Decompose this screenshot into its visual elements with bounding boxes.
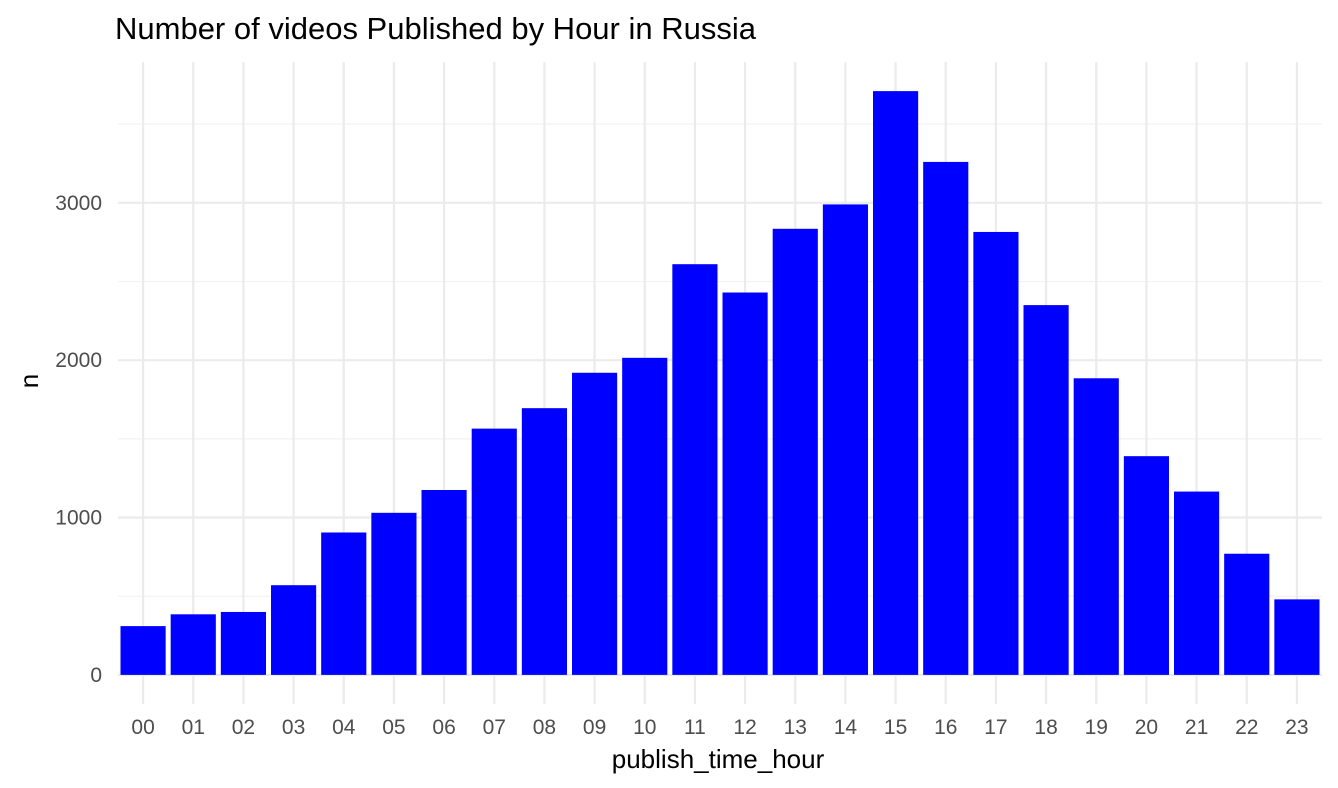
- y-tick-label: 3000: [55, 192, 102, 215]
- x-tick-label: 05: [382, 716, 405, 739]
- bars: [120, 91, 1320, 675]
- x-tick-label: 03: [282, 716, 305, 739]
- x-axis-ticks: 00 01 02 03 04 05 06 07 08 09 10 11 12 13 14 15 16 17 18 19…: [131, 716, 1308, 739]
- x-tick-label: 16: [934, 716, 957, 739]
- bar-11: [672, 264, 718, 675]
- y-tick-label: 2000: [55, 349, 102, 372]
- y-axis-title: n: [14, 374, 44, 388]
- x-tick-label: 17: [984, 716, 1007, 739]
- bar-10: [622, 357, 668, 675]
- bar-05: [371, 512, 417, 675]
- bar-20: [1123, 456, 1169, 675]
- x-tick-label: 14: [834, 716, 858, 739]
- bar-03: [271, 585, 317, 675]
- bar-07: [471, 428, 517, 675]
- x-tick-label: 11: [684, 716, 706, 739]
- bar-00: [120, 626, 166, 675]
- x-tick-label: 23: [1285, 716, 1308, 739]
- x-tick-label: 10: [633, 716, 656, 739]
- bar-02: [220, 611, 266, 675]
- x-tick-label: 13: [784, 716, 807, 739]
- bar-01: [170, 614, 216, 675]
- bar-08: [521, 408, 567, 675]
- y-tick-label: 0: [90, 664, 102, 687]
- x-tick-label: 07: [483, 716, 506, 739]
- bar-09: [572, 372, 618, 675]
- x-tick-label: 04: [332, 716, 356, 739]
- x-axis-title: publish_time_hour: [612, 744, 825, 774]
- bar-19: [1073, 378, 1119, 675]
- x-tick-label: 12: [733, 716, 756, 739]
- x-tick-label: 08: [533, 716, 556, 739]
- bar-16: [923, 161, 969, 675]
- x-tick-label: 15: [884, 716, 907, 739]
- bar-04: [321, 532, 367, 675]
- x-tick-label: 18: [1034, 716, 1057, 739]
- bar-22: [1224, 553, 1270, 675]
- bar-12: [722, 292, 768, 675]
- chart-title: Number of videos Published by Hour in Ru…: [115, 11, 757, 46]
- bar-15: [873, 91, 919, 675]
- bar-17: [973, 231, 1019, 675]
- bar-21: [1174, 491, 1220, 675]
- y-axis-ticks: 0 1000 2000 3000: [55, 192, 102, 687]
- x-tick-label: 00: [131, 716, 154, 739]
- x-tick-label: 02: [232, 716, 255, 739]
- x-tick-label: 09: [583, 716, 606, 739]
- bar-23: [1274, 599, 1320, 675]
- x-tick-label: 19: [1085, 716, 1108, 739]
- x-tick-label: 01: [182, 716, 205, 739]
- y-tick-label: 1000: [55, 507, 102, 530]
- x-tick-label: 22: [1235, 716, 1258, 739]
- bar-13: [772, 228, 818, 675]
- bar-18: [1023, 305, 1069, 675]
- bar-06: [421, 490, 467, 675]
- x-tick-label: 06: [432, 716, 455, 739]
- x-tick-label: 21: [1185, 716, 1208, 739]
- x-tick-label: 20: [1135, 716, 1158, 739]
- bar-14: [822, 204, 868, 675]
